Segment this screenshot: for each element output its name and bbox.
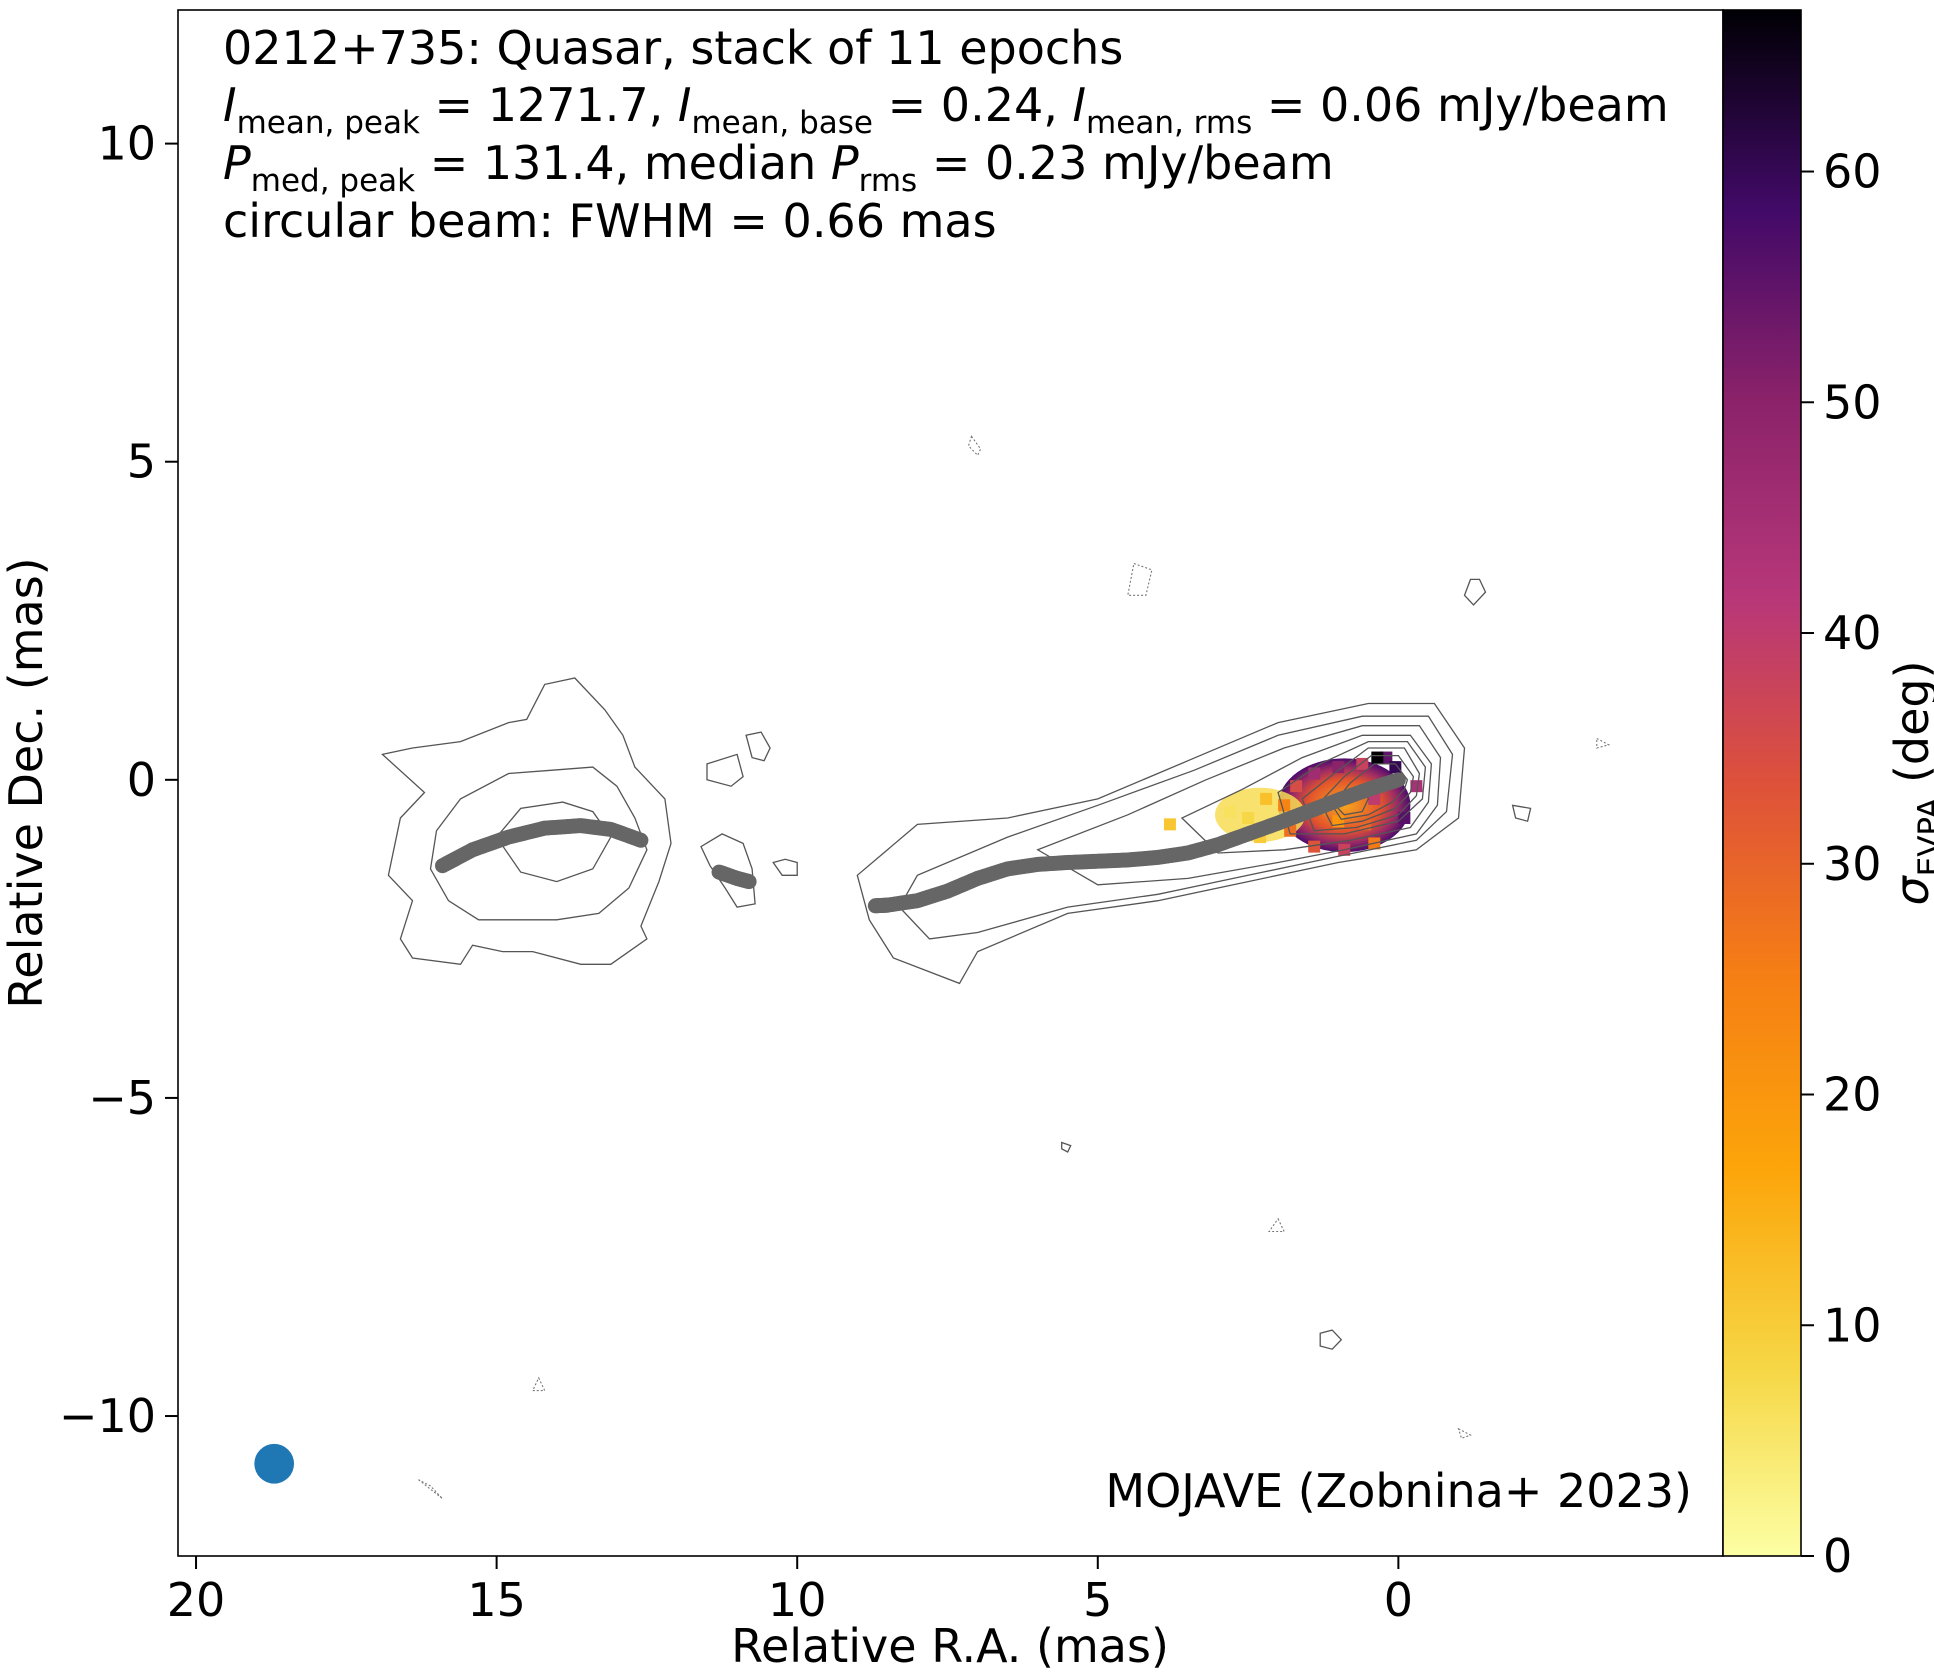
contour-knot-b [706,753,744,787]
contour-knot-h [1061,1141,1072,1153]
evpa-pixel [1308,767,1321,780]
contour-core-level-2 [898,715,1454,940]
contour-knot-e [1463,578,1487,606]
evpa-pixel [1410,780,1423,793]
colorbar-ticks: 0 10 20 30 40 50 60 [1801,145,1882,1583]
ridgeline-point [867,898,883,914]
evpa-pixel [1332,761,1345,774]
annotation-line-1: 0212+735: Quasar, stack of 11 epochs [223,21,1123,75]
ridgeline-point [633,832,649,848]
annotation-line-3: Pmed, peak = 131.4, median Prms = 0.23 m… [223,136,1334,199]
colorbar-gradient [1722,9,1802,1557]
contour-core-level-7 [1319,754,1415,827]
x-tick-label: 20 [167,1573,226,1627]
stokes-i-contours [381,578,1532,1350]
colorbar: 0 10 20 30 40 50 60 σEVPA (deg) [1722,9,1934,1583]
contour-outer-level-1 [381,677,672,965]
annotation-line-2: Imean, peak = 1271.7, Imean, base = 0.24… [223,78,1669,141]
x-tick-label: 15 [467,1573,526,1627]
contour-knot-c [745,731,771,762]
ridgeline-point [741,874,757,890]
colorbar-tick-label: 30 [1823,837,1882,891]
evpa-pixel [1389,761,1402,774]
contour-knot-d [772,858,798,876]
plot-background [178,10,1723,1556]
x-tick-label: 5 [1083,1573,1112,1627]
y-axis-ticks: 10 5 0 −5 −10 [59,117,178,1443]
colorbar-tick-label: 10 [1823,1298,1882,1352]
annotation-block: 0212+735: Quasar, stack of 11 epochs Ime… [223,21,1669,248]
beam-marker [254,1443,295,1484]
contour-core-level-4 [1180,734,1433,854]
x-tick-label: 0 [1384,1573,1413,1627]
evpa-pixel [1224,805,1237,818]
evpa-pixel [1163,818,1176,831]
evpa-pixel [1371,751,1384,764]
evpa-pixel [1260,792,1273,805]
annotation-line-4: circular beam: FWHM = 0.66 mas [223,194,997,248]
evpa-pixel [1290,780,1303,793]
colorbar-tick-label: 60 [1823,145,1882,199]
contour-neg-a [1127,562,1153,596]
contour-knot-g [1319,1329,1343,1350]
contour-neg-c [1268,1217,1285,1233]
x-axis-ticks: 20 15 10 5 0 [167,1556,1413,1627]
evpa-pixel [1398,811,1411,824]
y-tick-label: 10 [97,117,156,171]
y-tick-label: 0 [127,753,156,807]
evpa-pixel [1242,811,1255,824]
y-axis-label: Relative Dec. (mas) [0,557,53,1008]
y-tick-label: 5 [127,435,156,489]
evpa-pixel [1380,751,1393,764]
contour-core-level-8 [1331,763,1409,821]
y-tick-label: −10 [59,1389,156,1443]
colorbar-label: σEVPA (deg) [1885,660,1934,905]
colorbar-tick-label: 40 [1823,606,1882,660]
beam-ellipse [254,1443,295,1484]
negative-contours [418,435,1611,1500]
colorbar-tick-label: 50 [1823,375,1882,429]
x-axis-label: Relative R.A. (mas) [731,1619,1169,1673]
contour-neg-g [1457,1427,1472,1440]
colorbar-tick-label: 20 [1823,1068,1882,1122]
y-tick-label: −5 [88,1071,156,1125]
plot-area [254,435,1611,1500]
colorbar-tick-label: 0 [1823,1529,1852,1583]
x-tick-label: 10 [768,1573,827,1627]
evpa-pixel [1308,840,1321,853]
contour-neg-d [531,1376,546,1392]
ridgeline [435,772,1406,914]
credit-label: MOJAVE (Zobnina+ 2023) [1105,1464,1692,1518]
contour-knot-f [1511,804,1532,823]
contour-core-level-1 [856,702,1466,985]
